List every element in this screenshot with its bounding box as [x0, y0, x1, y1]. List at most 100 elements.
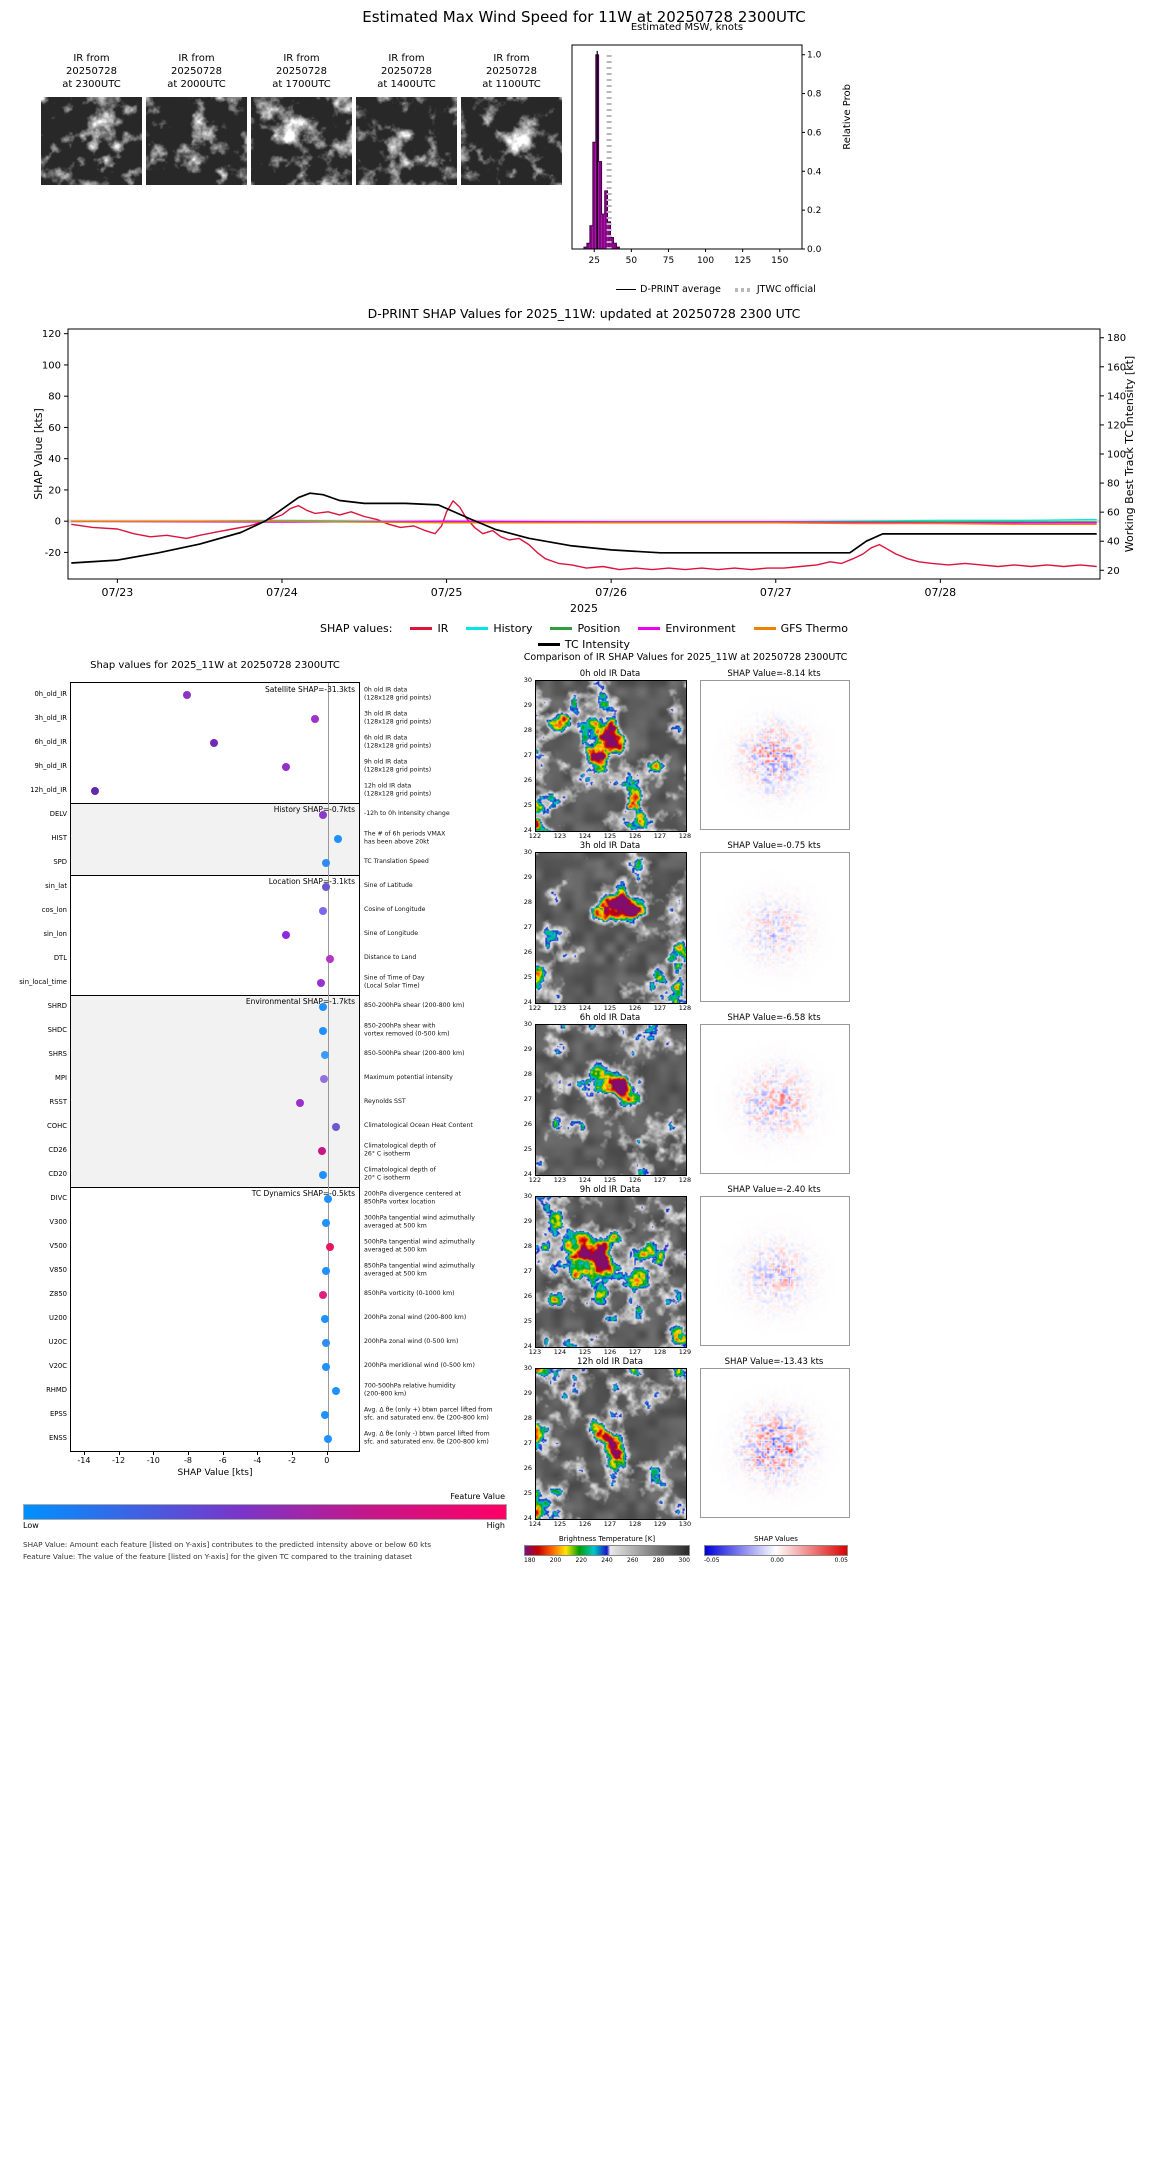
timeseries-legend-row-1: SHAP values: IR History Position Environment… [30, 622, 1138, 635]
bt-tick-label: 200 [549, 1557, 562, 1564]
feature-label: EPSS [49, 1410, 67, 1418]
y-tick-label-right: 160 [1107, 362, 1126, 373]
shap-map-title: SHAP Value=-2.40 kts [727, 1185, 821, 1195]
shap-dot [322, 1219, 331, 1227]
ir-thumbnail-image [356, 97, 457, 185]
lat-tick-label: 26 [523, 1464, 532, 1472]
x-tick-label: 0 [324, 1456, 330, 1465]
feature-value-colorbar-title: Feature Value [450, 1492, 505, 1501]
ir-thumbnail-label-line: at 2000UTC [167, 79, 226, 90]
shap-dot [316, 979, 325, 987]
shap-tick-label: -0.05 [704, 1557, 720, 1564]
comparison-title: Comparison of IR SHAP Values for 2025_11… [523, 652, 848, 663]
lon-tick-label: 124 [578, 832, 592, 840]
shap-dot [319, 1171, 328, 1179]
ir-thumbnail-label-line: IR from [493, 53, 530, 64]
shap-tick-label: 0.05 [834, 1557, 848, 1564]
shap-map-title: SHAP Value=-8.14 kts [727, 669, 821, 679]
lon-tick-label: 127 [603, 1520, 617, 1528]
feature-description: Climatological Ocean Heat Content [364, 1122, 473, 1130]
ir-thumbnail-label-line: 20250728 [171, 66, 222, 77]
x-tick-label: -4 [253, 1456, 262, 1465]
legend-label: D-PRINT average [640, 284, 721, 295]
dotplot-feature-descriptions: 0h old IR data (128x128 grid points) 3h o… [364, 682, 516, 1450]
shap-value-footnote: SHAP Value: Amount each feature [listed … [23, 1540, 432, 1549]
lon-tick-label: 123 [553, 832, 567, 840]
ir-thumbnail-label-line: 20250728 [66, 66, 117, 77]
timeseries-legend-row-2: TC Intensity [30, 638, 1138, 651]
feature-label: MPI [55, 1074, 67, 1082]
comparison-colorbars: Brightness Temperature [K] 180 200 220 240 26… [518, 1535, 853, 1605]
ir-map-image [535, 1024, 687, 1176]
lat-tick-label: 26 [523, 948, 532, 956]
series-gfs-thermo [71, 520, 1097, 526]
feature-value-low-label: Low [23, 1521, 39, 1530]
histogram-bar [583, 247, 587, 249]
ir-thumbnail-label-line: at 1100UTC [482, 79, 541, 90]
feature-description: Distance to Land [364, 954, 417, 962]
legend-label: IR [437, 622, 449, 635]
lat-tick-label: 28 [523, 1242, 532, 1250]
lon-tick-label: 128 [653, 1348, 667, 1356]
bt-tick-label: 280 [652, 1557, 665, 1564]
feature-description: 850-200hPa shear (200-800 km) [364, 1002, 465, 1010]
feature-description: 700-500hPa relative humidity (200-800 km… [364, 1382, 456, 1397]
ir-map-image [535, 680, 687, 832]
section-shap-label: Location SHAP=-3.1kts [268, 877, 355, 886]
y-tick-label-right: 180 [1107, 333, 1126, 344]
comparison-row: 3h old IR Data 30 29 28 27 26 25 24 122 123 124 125… [518, 841, 853, 1013]
feature-label: SHRS [48, 1050, 67, 1058]
lat-tick-label: 28 [523, 726, 532, 734]
feature-label: U200 [49, 1314, 67, 1322]
dotplot-title: Shap values for 2025_11W at 20250728 230… [90, 660, 340, 671]
y-tick-label: 0.2 [807, 206, 821, 216]
x-tick-label: 07/25 [431, 586, 463, 599]
lat-tick-label: 27 [523, 1267, 532, 1275]
ir-thumbnail-label-line: at 1700UTC [272, 79, 331, 90]
feature-description: 300hPa tangential wind azimuthally avera… [364, 1214, 475, 1229]
lon-tick-label: 128 [678, 1176, 692, 1184]
timeseries-title: D-PRINT SHAP Values for 2025_11W: update… [367, 306, 801, 321]
shap-map-image [700, 1196, 850, 1346]
dotplot-section [71, 995, 359, 1187]
ir-thumbnail: IR from 20250728 at 1100UTC [460, 52, 563, 185]
lon-tick-label: 126 [578, 1520, 592, 1528]
x-tick [222, 1451, 224, 1455]
lat-tick-label: 30 [523, 1364, 532, 1372]
lon-tick-label: 128 [678, 832, 692, 840]
bt-colorbar-group: Brightness Temperature [K] 180 200 220 240 26… [524, 1535, 690, 1564]
x-tick-label: 150 [771, 256, 788, 266]
series-ir [71, 500, 1097, 571]
timeseries-ylabel-right: Working Best Track TC Intensity [kt] [1123, 356, 1136, 552]
msw-histogram-plot: 25 50 75 100 125 150 0.0 0.2 0.4 0.6 0.8 1.0 [571, 44, 822, 266]
feature-value-colorbar [23, 1504, 507, 1520]
histogram-ylabel: Relative Prob [842, 84, 853, 150]
lat-tick-label: 26 [523, 1120, 532, 1128]
lat-tick-label: 24 [523, 1514, 532, 1522]
bt-tick-label: 240 [601, 1557, 613, 1564]
lat-tick-label: 30 [523, 1020, 532, 1028]
feature-label: U20C [48, 1338, 67, 1346]
x-tick-label: -6 [218, 1456, 227, 1465]
feature-description: 200hPa zonal wind (200-800 km) [364, 1314, 467, 1322]
legend-label: TC Intensity [564, 638, 631, 651]
histogram-bar [616, 247, 620, 249]
shap-dot [318, 1027, 327, 1035]
legend-item-environment: Environment [638, 622, 736, 635]
y-tick-label-right: 100 [1107, 450, 1126, 461]
feature-label: V850 [49, 1266, 67, 1274]
lon-tick-label: 125 [603, 1004, 617, 1012]
ir-thumbnail-label-line: IR from [388, 53, 425, 64]
shap-dot [310, 715, 319, 723]
ir-thumbnail-label: IR from 20250728 at 2000UTC [145, 52, 248, 91]
shap-dot [320, 1075, 329, 1083]
feature-description: 850hPa vorticity (0-1000 km) [364, 1290, 455, 1298]
lat-tick-label: 24 [523, 998, 532, 1006]
lon-tick-label: 126 [628, 1176, 642, 1184]
feature-label: sin_local_time [19, 978, 67, 986]
x-tick-label: 07/28 [924, 586, 956, 599]
lon-tick-label: 125 [553, 1520, 567, 1528]
shap-dot [326, 1243, 335, 1251]
legend-line-swatch [616, 289, 637, 290]
shap-dot [209, 739, 218, 747]
